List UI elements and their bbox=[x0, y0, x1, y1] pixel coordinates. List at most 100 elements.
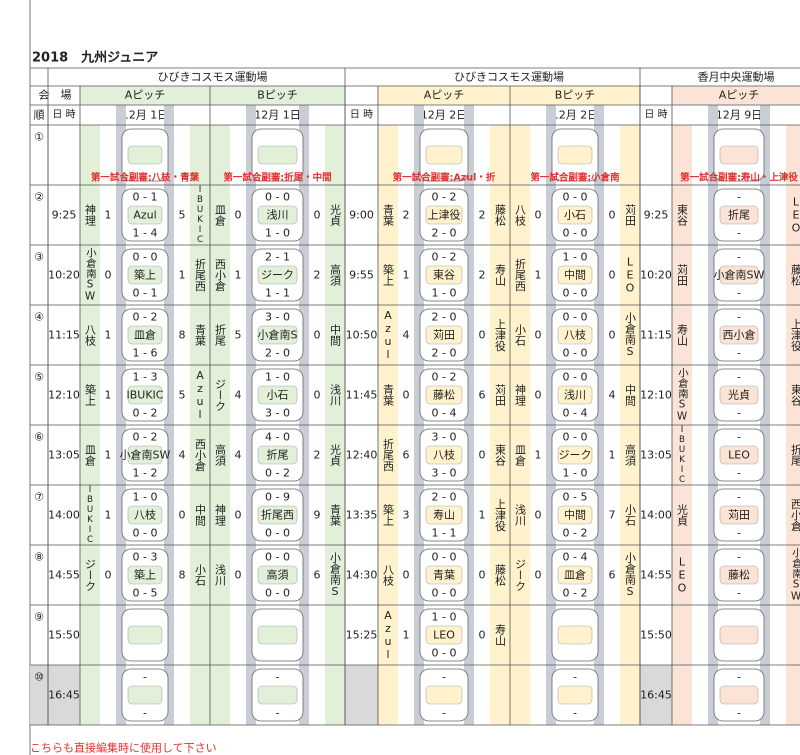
away-score: 6 bbox=[479, 389, 486, 402]
first-half-score: 0 - 2 bbox=[133, 311, 158, 324]
match-time: 13:05 bbox=[48, 449, 80, 462]
first-half-score: 4 - 0 bbox=[265, 431, 290, 444]
away-score: 2 bbox=[479, 209, 486, 222]
pitch-header-bg bbox=[510, 86, 640, 105]
home-team: ジーク bbox=[514, 559, 527, 592]
second-half-score: 0 - 0 bbox=[432, 587, 457, 600]
referee-box bbox=[127, 265, 163, 285]
second-half-score: 0 - 1 bbox=[133, 287, 158, 300]
first-half-score: 0 - 5 bbox=[563, 491, 588, 504]
away-score: 0 bbox=[609, 269, 616, 282]
referee-note: 第一試合副審:八枝・青葉 bbox=[91, 172, 200, 184]
referee-team: LEO bbox=[728, 449, 750, 462]
second-half-score: 3 - 0 bbox=[265, 407, 290, 420]
second-half-score: 1 - 1 bbox=[265, 287, 290, 300]
away-score: 2 bbox=[314, 269, 321, 282]
away-team: 中間 bbox=[624, 384, 637, 407]
row-shade bbox=[640, 665, 672, 725]
first-half-score: - bbox=[737, 671, 741, 684]
home-team: 築上 bbox=[84, 383, 97, 406]
referee-team: 八枝 bbox=[433, 448, 455, 462]
home-team: 神理 bbox=[214, 503, 227, 526]
match-time: 15:25 bbox=[346, 629, 378, 642]
pitch-lane bbox=[299, 105, 309, 725]
second-half-score: 0 - 5 bbox=[133, 587, 158, 600]
match-time: 9:55 bbox=[349, 269, 374, 282]
home-score: 0 bbox=[235, 209, 242, 222]
pitch-date: 12月 9日 bbox=[716, 109, 763, 122]
home-score: 6 bbox=[403, 449, 410, 462]
first-half-score: 0 - 0 bbox=[133, 251, 158, 264]
referee-box bbox=[719, 565, 759, 585]
away-team: 寿山 bbox=[494, 263, 507, 286]
pitch-lane bbox=[594, 105, 604, 725]
home-team: 築上 bbox=[382, 263, 395, 286]
match-time: 14:30 bbox=[346, 569, 378, 582]
pitch-name: Bピッチ bbox=[555, 89, 596, 102]
referee-note: 第一試合副審:寿山・上津役 bbox=[680, 172, 798, 184]
away-team: 藤松 bbox=[494, 564, 507, 586]
home-team: 光貞 bbox=[676, 503, 689, 527]
home-team: IBUKIC bbox=[677, 425, 687, 485]
referee-team: 藤松 bbox=[728, 568, 750, 582]
second-half-score: 0 - 2 bbox=[133, 407, 158, 420]
referee-team: 中間 bbox=[564, 509, 586, 522]
away-score: 2 bbox=[314, 449, 321, 462]
round-number: ④ bbox=[34, 311, 44, 324]
match-time: 14:00 bbox=[48, 509, 80, 522]
home-score: 0 bbox=[403, 569, 410, 582]
home-team: 小倉南SW bbox=[84, 247, 96, 302]
second-half-score: - bbox=[737, 527, 741, 540]
second-half-score: 0 - 0 bbox=[265, 587, 290, 600]
match-time: 14:55 bbox=[640, 569, 672, 582]
second-half-score: 0 - 0 bbox=[265, 527, 290, 540]
away-score: 4 bbox=[609, 389, 616, 402]
away-team: 中間 bbox=[329, 324, 342, 347]
home-team: 浅川 bbox=[214, 564, 227, 586]
away-score: 7 bbox=[609, 509, 616, 522]
second-half-score: 2 - 0 bbox=[265, 347, 290, 360]
first-half-score: - bbox=[573, 671, 577, 684]
second-half-score: 1 - 4 bbox=[133, 227, 158, 240]
referee-box bbox=[127, 505, 163, 525]
second-half-score: 1 - 0 bbox=[265, 227, 290, 240]
referee-team: 高須 bbox=[267, 568, 289, 582]
home-team: 小倉南SW bbox=[676, 367, 688, 422]
referee-box bbox=[557, 385, 593, 405]
referee-box bbox=[127, 145, 163, 165]
round-number: ① bbox=[34, 131, 44, 144]
first-half-score: 2 - 1 bbox=[265, 251, 290, 264]
referee-team: Azul bbox=[133, 209, 156, 222]
first-half-score: 2 - 0 bbox=[432, 311, 457, 324]
home-score: 1 bbox=[105, 209, 112, 222]
second-half-score: 0 - 2 bbox=[265, 467, 290, 480]
match-time: 16:45 bbox=[640, 689, 672, 702]
second-half-score: 0 - 0 bbox=[563, 347, 588, 360]
venue-name: 香月中央運動場 bbox=[698, 70, 775, 84]
first-half-score: - bbox=[737, 191, 741, 204]
pitch-lane bbox=[246, 105, 256, 725]
home-score: 1 bbox=[105, 449, 112, 462]
away-team: 藤松 bbox=[494, 204, 507, 226]
pitch-lane bbox=[116, 105, 126, 725]
referee-box bbox=[557, 325, 593, 345]
home-score: 0 bbox=[535, 209, 542, 222]
second-half-score: - bbox=[737, 467, 741, 480]
referee-box bbox=[425, 265, 463, 285]
round-number: ③ bbox=[34, 251, 44, 264]
first-half-score: - bbox=[737, 371, 741, 384]
home-score: 2 bbox=[403, 209, 410, 222]
match-time: 10:20 bbox=[640, 269, 672, 282]
referee-box bbox=[719, 145, 759, 165]
time-label: 日 時 bbox=[52, 109, 75, 121]
home-score: 1 bbox=[105, 329, 112, 342]
second-half-score: - bbox=[737, 587, 741, 600]
home-team: ジーク bbox=[84, 559, 97, 592]
match-time: 9:25 bbox=[52, 209, 77, 222]
home-team: 神理 bbox=[514, 383, 527, 406]
away-team: 苅田 bbox=[494, 383, 507, 406]
referee-team: IBUKIC bbox=[127, 389, 164, 402]
home-score: 0 bbox=[535, 389, 542, 402]
pitch-date: 12月 2日 bbox=[552, 109, 599, 122]
